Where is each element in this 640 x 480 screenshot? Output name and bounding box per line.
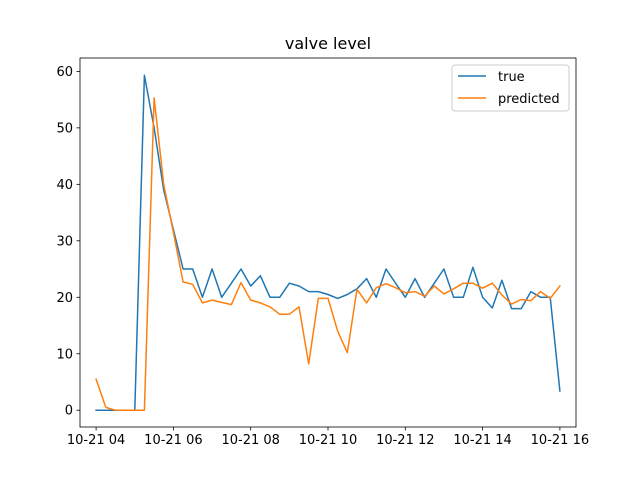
series-line-predicted	[95, 97, 561, 411]
x-tick-label: 10-21 14	[453, 433, 511, 448]
y-tick-label: 20	[56, 291, 73, 306]
y-tick-label: 60	[56, 65, 73, 80]
x-tick-label: 10-21 12	[376, 433, 434, 448]
y-tick-label: 40	[56, 178, 73, 193]
legend-label-predicted: predicted	[498, 92, 560, 107]
x-tick-label: 10-21 16	[531, 433, 589, 448]
x-tick-label: 10-21 06	[144, 433, 202, 448]
y-tick-label: 10	[56, 347, 73, 362]
y-tick-label: 50	[56, 121, 73, 136]
chart-title: valve level	[285, 34, 371, 53]
y-tick-label: 30	[56, 234, 73, 249]
plot-area: 10-21 04 10-21 06 10-21 08 10-21 10 10-21 12…	[56, 57, 589, 448]
x-tick-label: 10-21 04	[67, 433, 125, 448]
legend-label-true: true	[498, 70, 525, 85]
x-tick-label: 10-21 10	[299, 433, 357, 448]
x-tick-label: 10-21 08	[221, 433, 279, 448]
y-tick-label: 0	[65, 404, 73, 419]
